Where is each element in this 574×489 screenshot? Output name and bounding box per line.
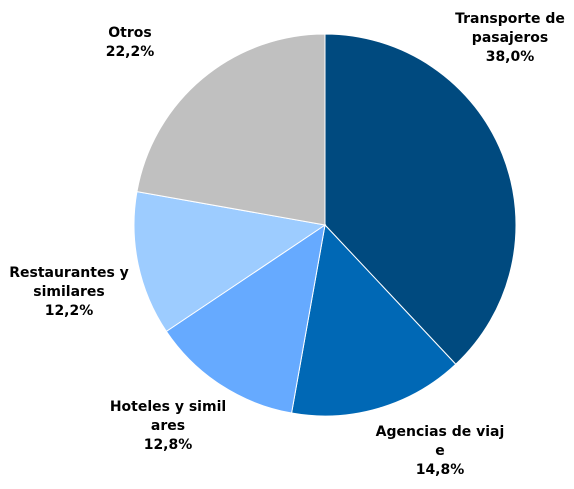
pie-slice <box>324 33 517 365</box>
value-label: 22,2% <box>105 44 155 60</box>
category-label: Transporte de pasajeros <box>455 11 565 46</box>
slice-label: Otros 22,2% <box>70 24 190 62</box>
value-label: 12,8% <box>143 437 193 453</box>
value-label: 38,0% <box>485 49 535 65</box>
value-label: 12,2% <box>44 303 94 319</box>
slice-label: Agencias de viaje 14,8% <box>375 423 505 480</box>
category-label: Agencias de viaje <box>375 424 505 459</box>
slice-label: Hoteles y similares 12,8% <box>108 398 228 455</box>
pie-slice <box>290 223 457 417</box>
category-label: Hoteles y similares <box>109 399 227 434</box>
value-label: 14,8% <box>415 462 465 478</box>
pie-slice <box>133 190 327 333</box>
slice-label: Transporte de pasajeros 38,0% <box>455 10 565 67</box>
pie-slice <box>165 223 326 414</box>
category-label: Restaurantes y similares <box>9 265 129 300</box>
category-label: Otros <box>108 25 152 41</box>
pie-slice <box>136 33 326 226</box>
slice-label: Restaurantes y similares 12,2% <box>8 264 130 321</box>
